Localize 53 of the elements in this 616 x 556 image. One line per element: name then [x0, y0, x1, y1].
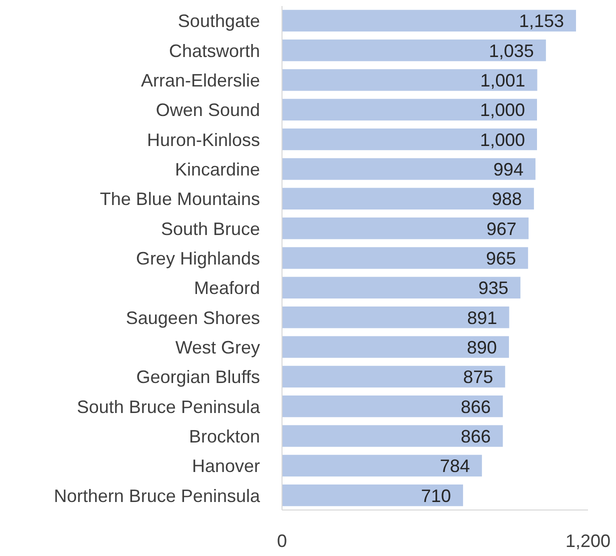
bar	[282, 484, 464, 506]
y-tick-label: Kincardine	[174, 159, 260, 180]
bar	[282, 425, 503, 447]
y-tick-label: Brockton	[188, 426, 260, 446]
bar	[282, 188, 534, 210]
bar	[282, 128, 537, 150]
data-label: 994	[493, 159, 524, 180]
y-tick-label: Meaford	[194, 278, 260, 298]
y-tick-label: Arran-Elderslie	[140, 70, 260, 90]
data-label: 988	[492, 189, 522, 210]
y-tick-label: Grey Highlands	[136, 248, 260, 268]
data-label: 1,001	[480, 70, 526, 90]
bar	[282, 158, 536, 180]
bar	[282, 395, 503, 418]
data-label: 890	[466, 337, 497, 358]
x-tick-label: 1,200	[565, 530, 611, 551]
data-label: 891	[467, 308, 498, 328]
bar	[282, 336, 509, 358]
data-label: 866	[460, 396, 491, 417]
data-label: 866	[460, 426, 491, 446]
bar	[282, 454, 482, 476]
bar	[282, 306, 510, 328]
bar	[282, 40, 546, 62]
data-label: 1,035	[488, 40, 534, 61]
y-tick-label: Southgate	[178, 11, 260, 32]
y-tick-label: South Bruce	[160, 218, 260, 239]
bar	[282, 98, 537, 121]
y-tick-label: Huron-Kinloss	[146, 130, 260, 150]
data-label: 1,153	[518, 11, 564, 32]
y-tick-label: Chatsworth	[168, 40, 260, 61]
bar	[282, 10, 576, 32]
y-tick-label: Northern Bruce Peninsula	[54, 486, 261, 506]
data-label: 1,000	[480, 130, 525, 150]
data-label: 935	[478, 278, 508, 298]
y-tick-label: South Bruce Peninsula	[76, 396, 261, 417]
y-tick-label: The Blue Mountains	[100, 189, 260, 210]
data-label: 1,000	[480, 100, 525, 120]
y-tick-label: West Grey	[175, 337, 260, 358]
data-label: 967	[486, 218, 517, 239]
y-tick-label: Georgian Bluffs	[136, 367, 260, 388]
bar	[282, 366, 506, 388]
bar	[282, 69, 538, 91]
data-label: 784	[440, 456, 470, 476]
y-tick-label: Owen Sound	[156, 100, 260, 120]
data-label: 710	[421, 486, 452, 506]
y-tick-label: Hanover	[192, 456, 260, 476]
x-tick-label: 0	[276, 530, 288, 551]
bar	[282, 218, 529, 240]
y-tick-label: Saugeen Shores	[126, 308, 260, 328]
data-label: 965	[486, 248, 516, 268]
bar	[282, 276, 520, 298]
bar	[282, 247, 528, 269]
data-label: 875	[463, 367, 494, 388]
